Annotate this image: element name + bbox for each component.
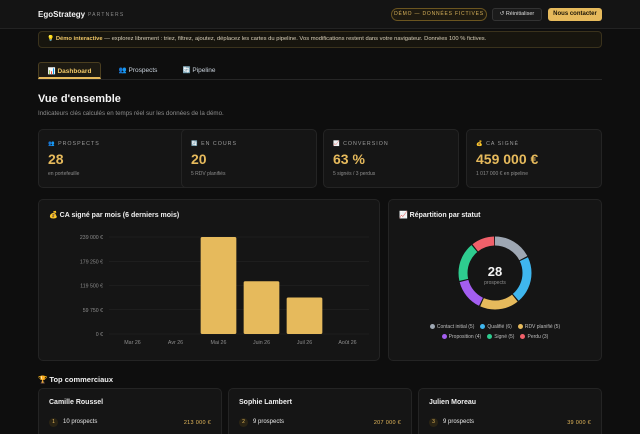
reset-button[interactable]: ↺ Réinitialiser <box>492 8 542 21</box>
kpi-foot: 5 signés / 3 perdus <box>333 171 376 177</box>
y-tick-label: 119 500 € <box>80 284 103 290</box>
kpi-card-ca-signe: 💰 CA SIGNÉ 459 000 € 1 017 000 € en pipe… <box>466 129 602 188</box>
rep-amount: 39 000 € <box>567 420 591 426</box>
kpi-value: 28 <box>48 151 64 167</box>
brand-subtitle: PARTNERS <box>88 12 125 18</box>
donut-slice <box>458 236 532 310</box>
kpi-value: 459 000 € <box>476 151 539 167</box>
rep-amount: 207 000 € <box>373 420 401 426</box>
legend-label: Qualifié (6) <box>487 324 512 330</box>
legend-item: Perdu (3) <box>520 334 548 340</box>
legend-item: Proposition (4) <box>441 334 482 340</box>
x-tick-label: Juil 26 <box>297 340 312 346</box>
legend-item: RDV planifié (5) <box>517 324 561 330</box>
legend-label: Signé (5) <box>494 334 515 340</box>
sales-rep-card[interactable]: Camille Roussel 1 10 prospects 213 000 € <box>38 388 222 434</box>
banner-strong: Démo interactive <box>55 36 103 42</box>
tab-prospects[interactable]: 👥 Prospects <box>118 67 158 74</box>
tab-pipeline[interactable]: 🔄 Pipeline <box>182 67 216 74</box>
sales-rep-card[interactable]: Sophie Lambert 2 9 prospects 207 000 € <box>228 388 412 434</box>
legend-dot <box>480 324 486 329</box>
kpi-label: 💰 CA SIGNÉ <box>476 141 520 147</box>
contact-button[interactable]: Nous contacter <box>548 8 602 21</box>
demo-info-banner: 💡 Démo interactive — explorez librement … <box>38 31 602 48</box>
donut-slice <box>458 236 532 310</box>
kpi-label: 🔄 EN COURS <box>191 141 238 147</box>
rep-amount: 213 000 € <box>183 420 211 426</box>
legend-item: Qualifié (6) <box>480 324 512 330</box>
legend-item: Contact initial (5) <box>429 324 475 330</box>
monthly-revenue-chart: 239 000 € 179 250 € 119 500 € 59 750 € 0 € Ma… <box>80 235 369 346</box>
legend-label: Proposition (4) <box>448 334 482 340</box>
kpi-foot: en portefeuille <box>48 171 80 177</box>
rep-name: Julien Moreau <box>429 399 477 406</box>
top-bar: EgoStrategy PARTNERS DÉMO — DONNÉES FICT… <box>0 0 640 29</box>
page-title: Vue d'ensemble <box>38 93 121 105</box>
banner-text: — explorez librement : triez, filtrez, a… <box>102 36 487 42</box>
bar-chart-title: 💰 CA signé par mois (6 derniers mois) <box>49 212 180 219</box>
tab-dashboard[interactable]: 📊 Dashboard <box>38 62 101 79</box>
donut-chart-title: 📈 Répartition par statut <box>399 212 481 219</box>
legend-dot <box>487 334 493 339</box>
rep-rank-badge: 2 <box>239 418 248 427</box>
legend-label: RDV planifié (5) <box>524 324 561 330</box>
top-sales-title: 🏆 Top commerciaux <box>38 375 114 384</box>
legend-label: Contact initial (5) <box>436 324 475 330</box>
status-distribution-panel: 📈 Répartition par statut 28 prospects Con… <box>388 199 602 361</box>
sales-rep-card[interactable]: Julien Moreau 3 9 prospects 39 000 € <box>418 388 602 434</box>
x-tick-label: Avr 26 <box>168 340 183 346</box>
rep-prospect-count: 9 prospects <box>253 419 285 425</box>
kpi-card-conversion: 📈 CONVERSION 63 % 5 signés / 3 perdus <box>323 129 459 188</box>
kpi-value: 63 % <box>333 151 365 167</box>
rep-prospect-count: 9 prospects <box>443 419 475 425</box>
page-subtitle: Indicateurs clés calculés en temps réel … <box>38 110 224 117</box>
legend-label: Perdu (3) <box>527 334 549 340</box>
legend-dot <box>441 334 447 339</box>
monthly-revenue-panel: 💰 CA signé par mois (6 derniers mois) 23… <box>38 199 380 361</box>
donut-slice <box>458 236 532 310</box>
rep-name: Sophie Lambert <box>239 399 292 406</box>
x-tick-label: Juin 26 <box>253 340 270 346</box>
y-tick-label: 0 € <box>96 332 103 338</box>
rep-rank-badge: 1 <box>49 418 58 427</box>
x-tick-label: Mar 26 <box>124 340 141 346</box>
kpi-foot: 1 017 000 € en pipeline <box>476 171 528 177</box>
rep-prospect-count: 10 prospects <box>63 419 98 425</box>
x-tick-label: Mai 26 <box>211 340 227 346</box>
legend-dot <box>517 324 523 329</box>
donut-slice <box>458 236 532 310</box>
main-tabs: 📊 Dashboard 👥 Prospects 🔄 Pipeline <box>38 62 602 80</box>
rep-rank-badge: 3 <box>429 418 438 427</box>
lightbulb-icon: 💡 <box>47 36 55 42</box>
kpi-foot: 5 RDV planifiés <box>191 171 226 177</box>
brand-logo[interactable]: EgoStrategy <box>38 10 86 19</box>
donut-center-label: prospects <box>484 280 506 286</box>
revenue-bar <box>243 281 280 334</box>
rep-name: Camille Roussel <box>49 399 104 406</box>
kpi-value: 20 <box>191 151 207 167</box>
legend-dot <box>520 334 526 339</box>
kpi-label: 👥 PROSPECTS <box>48 141 100 147</box>
revenue-bar <box>200 237 237 334</box>
kpi-label: 📈 CONVERSION <box>333 141 389 147</box>
legend-dot <box>429 324 435 329</box>
donut-center-value: 28 <box>488 264 502 279</box>
donut-legend: Contact initial (5) Qualifié (6) RDV plani… <box>389 324 601 340</box>
demo-badge: DÉMO — DONNÉES FICTIVES <box>391 8 487 21</box>
x-tick-label: Août 26 <box>338 340 356 346</box>
y-tick-label: 239 000 € <box>80 235 103 241</box>
revenue-bar <box>286 297 323 334</box>
kpi-card-en-cours: 🔄 EN COURS 20 5 RDV planifiés <box>181 129 317 188</box>
y-tick-label: 179 250 € <box>80 259 103 265</box>
y-tick-label: 59 750 € <box>83 308 103 314</box>
legend-item: Signé (5) <box>487 334 514 340</box>
